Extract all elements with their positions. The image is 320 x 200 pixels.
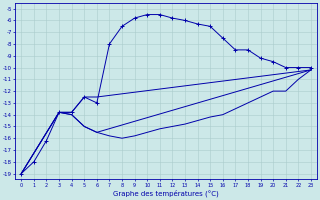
- X-axis label: Graphe des températures (°C): Graphe des températures (°C): [113, 190, 219, 197]
